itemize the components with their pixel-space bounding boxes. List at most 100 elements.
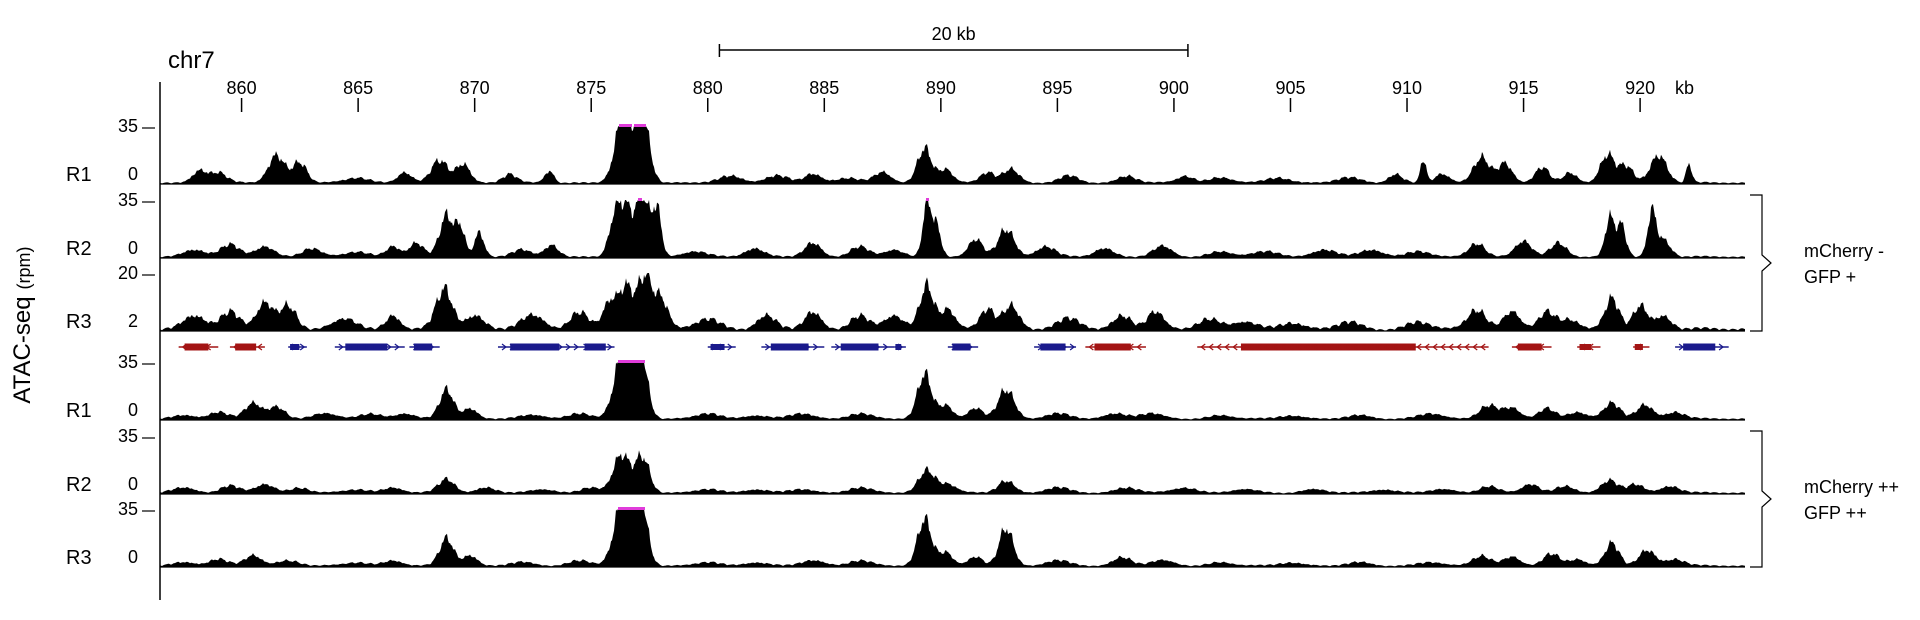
x-tick-label: 865 xyxy=(343,78,373,98)
gene-exon xyxy=(235,343,257,351)
strand-arrow xyxy=(1514,343,1521,351)
condition-label: GFP ++ xyxy=(1804,503,1867,523)
y-axis-unit: (rpm) xyxy=(14,247,34,290)
gene-exon xyxy=(184,343,209,351)
x-tick-label: 900 xyxy=(1159,78,1189,98)
strand-arrow xyxy=(797,343,803,351)
strand-arrow xyxy=(517,343,523,351)
scale-bar-label: 20 kb xyxy=(932,24,976,44)
clip-indicator xyxy=(619,124,632,127)
strand-arrow xyxy=(1232,343,1238,351)
strand-arrow xyxy=(1240,343,1246,351)
strand-arrow xyxy=(1328,343,1334,351)
replicate-label: R2 xyxy=(66,238,92,260)
strand-arrow xyxy=(951,343,957,351)
strand-arrow xyxy=(607,343,613,351)
strand-arrow xyxy=(1112,343,1118,351)
strand-arrow xyxy=(1694,343,1701,351)
condition-label: mCherry - xyxy=(1804,241,1884,261)
condition-bracket xyxy=(1750,194,1772,332)
condition-label: mCherry ++ xyxy=(1804,477,1899,497)
gene-exon xyxy=(895,344,902,350)
strand-arrow xyxy=(834,343,841,351)
strand-arrow xyxy=(1224,343,1230,351)
strand-arrow xyxy=(197,343,204,351)
condition-label: GFP + xyxy=(1804,267,1856,287)
gene-exon xyxy=(290,344,300,350)
strand-arrow xyxy=(1216,343,1222,351)
gene-exon xyxy=(952,343,971,351)
replicate-label: R1 xyxy=(66,400,92,422)
strand-arrow xyxy=(421,343,427,351)
y-max-label: 35 xyxy=(118,116,138,136)
strand-arrow xyxy=(850,343,857,351)
x-tick-label: 875 xyxy=(576,78,606,98)
plot-layer: 860 865 870 875 880 885 890 895 900 905 910 915 920 3… xyxy=(66,44,1899,600)
x-tick-label: 920 xyxy=(1625,78,1655,98)
clip-indicator xyxy=(638,198,642,201)
signal-area-r2 xyxy=(160,200,1745,258)
replicate-label: R1 xyxy=(66,164,92,186)
strand-arrow xyxy=(1304,343,1310,351)
strand-arrow xyxy=(1530,343,1537,351)
strand-arrow xyxy=(1256,343,1262,351)
y-min-label: 0 xyxy=(128,474,138,494)
strand-arrow xyxy=(1045,343,1052,351)
strand-arrow xyxy=(1288,343,1294,351)
strand-arrow xyxy=(1702,343,1709,351)
strand-arrow xyxy=(1456,343,1462,351)
strand-arrow xyxy=(394,343,400,351)
clip-indicator xyxy=(926,198,929,201)
gene-exon xyxy=(510,343,560,351)
gene-exon xyxy=(1040,343,1066,351)
strand-arrow xyxy=(205,343,212,351)
strand-arrow xyxy=(1686,343,1693,351)
gene-exon xyxy=(840,343,879,351)
strand-arrow xyxy=(805,343,811,351)
strand-arrow xyxy=(1718,343,1725,351)
strand-arrow xyxy=(1400,343,1406,351)
strand-arrow xyxy=(1588,343,1594,351)
gene-exon xyxy=(710,344,725,350)
strand-arrow xyxy=(599,343,605,351)
strand-arrow xyxy=(1104,343,1110,351)
strand-arrow xyxy=(1312,343,1318,351)
strand-arrow xyxy=(813,343,819,351)
strand-arrow xyxy=(1580,343,1586,351)
strand-arrow xyxy=(1053,343,1060,351)
strand-arrow xyxy=(1416,343,1422,351)
strand-arrow xyxy=(549,343,555,351)
strand-arrow xyxy=(1424,343,1430,351)
y-max-label: 35 xyxy=(118,190,138,210)
strand-arrow xyxy=(429,343,435,351)
y-max-label: 35 xyxy=(118,426,138,446)
x-tick-label: 895 xyxy=(1042,78,1072,98)
strand-arrow xyxy=(565,343,571,351)
strand-arrow xyxy=(501,343,507,351)
strand-arrow xyxy=(1392,343,1398,351)
strand-arrow xyxy=(897,343,904,351)
strand-arrow xyxy=(1208,343,1214,351)
strand-arrow xyxy=(573,343,579,351)
gene-exon xyxy=(1579,344,1592,350)
strand-arrow xyxy=(232,343,239,351)
clip-indicator xyxy=(618,507,645,510)
signal-area-r1 xyxy=(160,126,1745,184)
strand-arrow xyxy=(533,343,539,351)
strand-arrow xyxy=(1384,343,1390,351)
signal-area-r3 xyxy=(160,273,1745,331)
strand-arrow xyxy=(858,343,865,351)
strand-arrow xyxy=(765,343,771,351)
strand-arrow xyxy=(967,343,973,351)
strand-arrow xyxy=(1320,343,1326,351)
strand-arrow xyxy=(378,343,384,351)
y-min-label: 0 xyxy=(128,400,138,420)
strand-arrow xyxy=(291,343,298,351)
strand-arrow xyxy=(583,343,589,351)
y-min-label: 0 xyxy=(128,547,138,567)
y-max-label: 35 xyxy=(118,352,138,372)
strand-arrow xyxy=(299,343,306,351)
strand-arrow xyxy=(240,343,247,351)
strand-arrow xyxy=(413,343,419,351)
